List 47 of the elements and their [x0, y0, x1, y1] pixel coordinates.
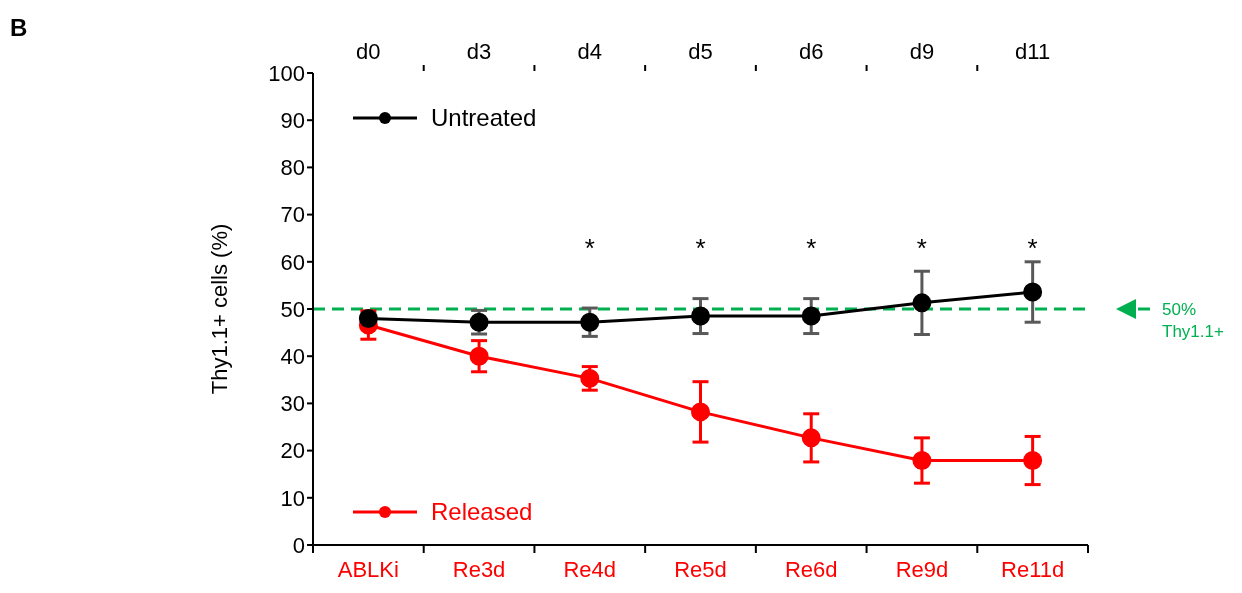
- x-tick-label: Re5d: [674, 557, 727, 582]
- point: [912, 451, 932, 471]
- point: [580, 368, 600, 388]
- text: d11: [1015, 39, 1051, 64]
- y-tick-label: 80: [280, 155, 305, 181]
- point: [1023, 451, 1043, 471]
- annotation: *: [1027, 232, 1038, 263]
- y-tick-label: 70: [280, 202, 305, 228]
- y-tick-label: 50: [280, 296, 305, 322]
- y-tick-label: 10: [280, 485, 305, 511]
- x-tick-label: Re9d: [895, 557, 949, 582]
- annotation: *: [695, 232, 706, 263]
- y-tick-label: 40: [280, 344, 305, 370]
- text: d9: [909, 39, 935, 64]
- legend-label: Untreated: [431, 104, 537, 132]
- y-tick-label: 20: [280, 438, 305, 464]
- text: B: [10, 14, 28, 42]
- text: d4: [577, 39, 603, 64]
- text: d5: [688, 39, 713, 64]
- point: [580, 312, 600, 332]
- point: [801, 306, 821, 326]
- ref-line-label: 50% Thy1.1+: [1162, 300, 1224, 341]
- text: d3: [466, 39, 492, 64]
- text: d6: [798, 39, 824, 64]
- y-tick-label: 0: [292, 532, 305, 558]
- annotation: *: [916, 232, 927, 263]
- annotation: *: [806, 232, 817, 263]
- point: [358, 308, 378, 328]
- x-tick-label: Re4d: [563, 557, 617, 582]
- x-tick-label: ABLKi: [337, 557, 399, 582]
- y-tick-label: 90: [280, 108, 305, 134]
- point: [1023, 282, 1043, 302]
- annotation: *: [584, 232, 595, 263]
- text: d0: [356, 39, 381, 64]
- y-tick-label: 100: [268, 60, 305, 86]
- legend-label: Released: [431, 498, 533, 526]
- point: [469, 346, 489, 366]
- point: [912, 293, 932, 313]
- y-tick-label: 60: [280, 249, 305, 275]
- x-tick-label: Re3d: [452, 557, 506, 582]
- point: [691, 402, 710, 422]
- y-tick-label: 30: [280, 391, 305, 417]
- y-axis-title: Thy1.1+ cells (%): [206, 223, 232, 395]
- x-tick-label: Re11d: [1001, 557, 1065, 582]
- point: [691, 306, 710, 326]
- point: [801, 428, 821, 448]
- x-tick-label: Re6d: [784, 557, 838, 582]
